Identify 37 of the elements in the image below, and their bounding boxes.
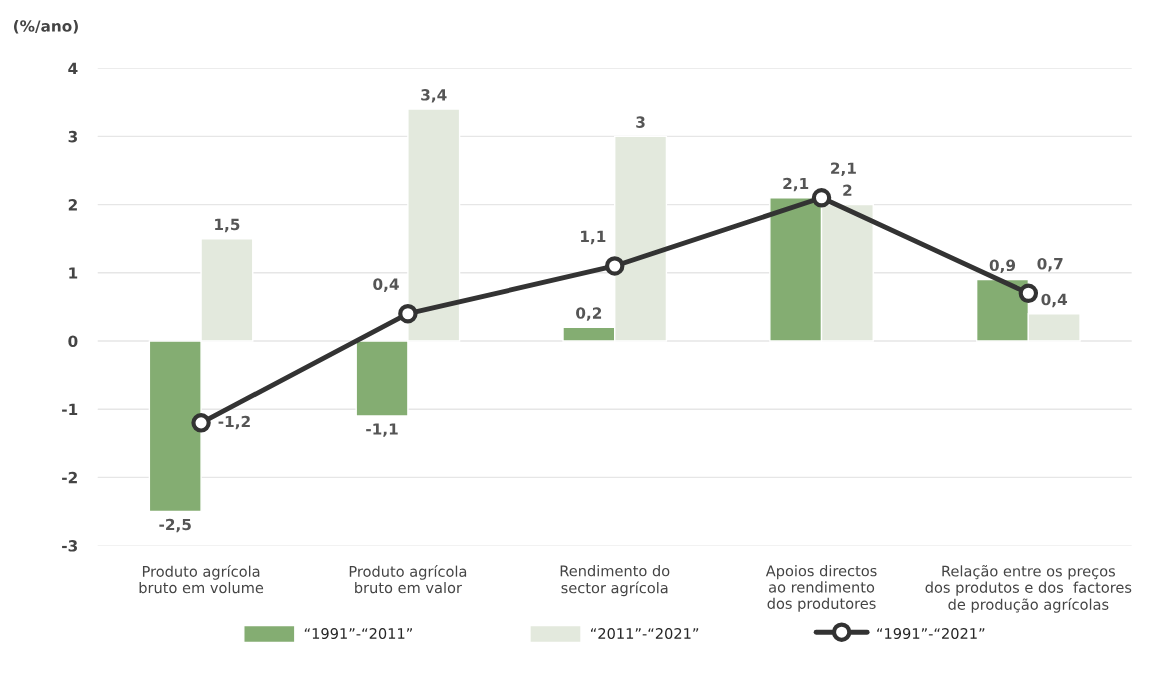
point	[398, 303, 418, 324]
legend-label: “2011”-“2021”	[590, 628, 699, 640]
data-label: 1,5	[215, 218, 240, 233]
data-label: -1,1	[366, 423, 398, 437]
data-label: -1,2	[218, 415, 250, 430]
data-label: 0,4	[373, 278, 399, 292]
x-tick-label: Relação entre os preços dos produtos e dos factores de produção agrícolas	[925, 565, 1132, 613]
x-tick-label: Produto agrícola bruto em valor	[349, 565, 467, 594]
y-tick-label: 3	[68, 130, 78, 143]
point	[1018, 283, 1039, 303]
data-label: -2,5	[159, 518, 191, 533]
point	[604, 256, 625, 276]
y-tick-label: -3	[62, 540, 78, 552]
legend-label: “1991”-“2011”	[304, 628, 412, 640]
data-label: 0,2	[576, 307, 602, 321]
point	[191, 413, 211, 433]
data-label: 1,1	[581, 230, 606, 245]
x-tick-label: Produto agrícola bruto em volume	[139, 565, 264, 594]
y-tick-label: 1	[69, 267, 78, 279]
data-label: 3,4	[421, 89, 447, 103]
y-tick-label: 2	[68, 199, 77, 211]
x-tick-label: Rendimento do sector agrícola	[560, 565, 670, 597]
y-tick-label: -1	[62, 403, 78, 415]
data-label: 2,1	[783, 177, 809, 192]
point	[811, 188, 832, 208]
data-label: 3	[636, 116, 645, 128]
data-label: 0,9	[989, 259, 1016, 274]
data-label: 0,4	[1041, 293, 1068, 308]
y-tick-label: 4	[68, 62, 78, 74]
y-tick-label: 0	[68, 335, 78, 348]
data-label: 0,7	[1037, 257, 1063, 272]
data-label: 2,1	[831, 162, 856, 176]
y-tick-label: -2	[62, 471, 77, 484]
y-axis-title: (%/ano)	[14, 20, 78, 34]
x-tick-label: Apoios directos ao rendimento dos produtores	[765, 565, 877, 612]
legend-label: “1991”-“2021”	[877, 628, 985, 640]
data-label: 2	[843, 184, 852, 196]
